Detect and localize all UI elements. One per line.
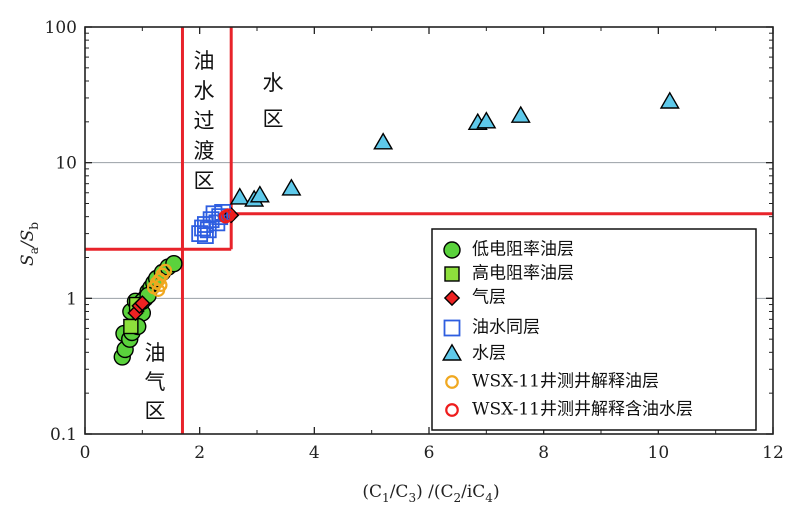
legend-label-oil-water: 油水同层 [472, 318, 540, 338]
legend-box [431, 228, 757, 431]
zone-oil-gas-char-1: 油 [145, 341, 166, 365]
y-axis-title: Sa/Sb [18, 222, 41, 266]
data-point [218, 209, 233, 224]
legend-label-wsx11-oil-water: WSX-11井测井解释含油水层 [472, 400, 693, 420]
x-tick-label: 0 [80, 443, 91, 463]
zone-oil-gas-label: 油 气 区 [145, 341, 166, 423]
x-tick-label: 6 [424, 443, 435, 463]
series-7 [218, 208, 236, 224]
legend-symbol [445, 375, 459, 389]
x-axis-title: (C1/C3) /(C2/iC4) [362, 482, 499, 505]
legend-label-water: 水层 [472, 344, 506, 364]
legend-label-wsx11-oil: WSX-11井测井解释油层 [472, 372, 659, 392]
data-point [191, 225, 209, 243]
zone-water-char-2: 区 [263, 107, 284, 131]
zone-oil-gas-char-3: 区 [145, 399, 166, 423]
data-point [196, 227, 214, 245]
legend-symbols [441, 241, 463, 417]
data-point [158, 263, 173, 278]
zone-transition-char-4: 渡 [194, 139, 215, 163]
x-tick-label: 2 [194, 443, 205, 463]
series-6 [146, 263, 173, 297]
data-point [165, 255, 183, 273]
data-point [134, 295, 151, 312]
zone-transition-char-1: 油 [194, 49, 215, 73]
data-point [281, 178, 302, 196]
data-point [659, 91, 680, 109]
data-point [123, 318, 139, 335]
legend: 低电阻率油层 高电阻率油层 气层 油水同层 水层 WSX-11井测井解释油层 W… [431, 228, 757, 431]
legend-label-high-res-oil: 高电阻率油层 [472, 264, 574, 284]
x-tick-label: 8 [538, 443, 549, 463]
zone-water-char-1: 水 [263, 71, 284, 95]
x-tick-label: 4 [309, 443, 320, 463]
legend-symbol [443, 241, 461, 259]
data-point [476, 111, 497, 129]
zone-transition-char-3: 过 [194, 109, 215, 133]
data-point [373, 132, 394, 150]
zone-transition-char-2: 水 [194, 79, 215, 103]
legend-symbol [445, 403, 459, 417]
zone-oil-gas-char-2: 气 [145, 370, 166, 394]
data-point [211, 208, 229, 226]
data-point [510, 105, 531, 123]
zone-water-label: 水 区 [263, 71, 284, 131]
x-tick-label: 12 [762, 443, 784, 463]
legend-label-low-res-oil: 低电阻率油层 [472, 240, 574, 260]
series-5 [229, 91, 680, 207]
y-tick-label: 1 [66, 289, 77, 309]
legend-symbol [444, 266, 460, 282]
axis-ticks: 0 2 4 6 8 10 12 0.1 1 10 100 [45, 18, 784, 463]
data-point [151, 283, 166, 297]
legend-label-gas: 气层 [472, 288, 506, 308]
y-tick-label: 100 [45, 18, 77, 38]
legend-symbol [443, 319, 461, 337]
data-markers [113, 91, 680, 366]
data-point [249, 185, 270, 203]
legend-symbol [441, 343, 463, 361]
zone-transition-label: 油 水 过 渡 区 [194, 49, 215, 193]
x-tick-label: 10 [648, 443, 670, 463]
y-tick-label: 0.1 [50, 425, 77, 445]
data-point [229, 187, 250, 205]
zone-transition-char-5: 区 [194, 169, 215, 193]
y-tick-label: 10 [55, 154, 77, 174]
legend-symbol [443, 289, 461, 307]
